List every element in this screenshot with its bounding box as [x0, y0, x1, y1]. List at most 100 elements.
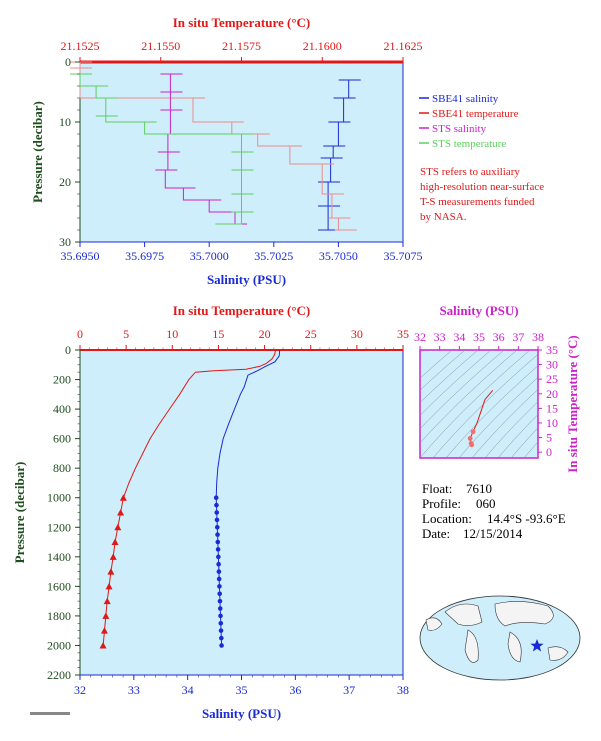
temperature-marker	[99, 641, 107, 649]
salinity-marker	[217, 591, 222, 597]
legend-label: STS temperature	[432, 138, 506, 150]
main-pressure-tick-label: 2200	[47, 668, 71, 682]
main-pressure-tick-label: 800	[53, 461, 71, 475]
ts-density-contour	[420, 350, 492, 416]
main-temp-tick-label: 15	[212, 327, 224, 341]
top-sal-axis-title: Salinity (PSU)	[207, 272, 286, 287]
sts-note-line: by NASA.	[420, 211, 467, 223]
ts-panel: 32 33 34 35 36 37 38 Salinity (PSU) 051015202530…	[414, 303, 580, 473]
top-sal-tick-label: 35.7000	[190, 249, 229, 263]
info-value: 7610	[466, 481, 492, 496]
world-map	[419, 595, 581, 681]
top-pressure-tick-label: 20	[59, 175, 71, 189]
main-temp-tick-label: 0	[77, 327, 83, 341]
main-temp-tick-label: 20	[259, 327, 271, 341]
main-temp-tick-label: 10	[166, 327, 178, 341]
salinity-marker	[216, 569, 222, 574]
temperature-marker	[107, 568, 115, 575]
salinity-marker	[219, 635, 224, 641]
top-sal-tick-label: 35.7025	[254, 249, 293, 263]
ts-density-contour	[445, 365, 538, 458]
ts-plot-area	[419, 349, 539, 459]
temperature-marker	[103, 597, 111, 605]
footer-mark	[30, 712, 70, 715]
salinity-marker	[217, 606, 223, 611]
top-temp-axis-title: In situ Temperature (°C)	[173, 15, 311, 30]
ts-density-contour	[432, 353, 538, 458]
salinity-marker	[214, 517, 220, 523]
top-panel: 21.1525 21.1550 21.1575 21.1600 21.1625 In si…	[30, 15, 544, 287]
main-sal-tick-label: 38	[397, 683, 409, 697]
main-pressure-axis-title: Pressure (decibar)	[12, 462, 27, 564]
sts-note-line: STS refers to auxiliary	[420, 166, 520, 178]
main-pressure-tick-label: 1000	[47, 491, 71, 505]
temperature-marker	[102, 612, 110, 619]
info-label: Location:	[422, 511, 472, 526]
ts-density-contour	[420, 350, 466, 391]
ts-sal-tick-label: 33	[434, 330, 446, 344]
main-temp-tick-label: 5	[123, 327, 129, 341]
main-sal-tick-label: 32	[74, 683, 86, 697]
ts-sal-tick-label: 34	[453, 330, 465, 344]
float-location-star-icon	[530, 639, 544, 652]
salinity-marker	[214, 510, 220, 515]
salinity-marker	[216, 561, 221, 567]
legend-label: SBE41 temperature	[432, 108, 519, 120]
main-sal-tick-label: 37	[343, 683, 355, 697]
map-landmass	[507, 631, 522, 663]
main-sal-axis-title: Salinity (PSU)	[202, 706, 281, 721]
temperature-marker	[117, 509, 125, 516]
info-label: Float:	[422, 481, 452, 496]
salinity-marker	[215, 532, 220, 537]
main-temp-tick-label: 25	[305, 327, 317, 341]
map-landmass	[494, 601, 554, 627]
ts-sal-tick-label: 35	[473, 330, 485, 344]
ts-sal-tick-label: 32	[414, 330, 426, 344]
temperature-marker	[114, 523, 122, 531]
top-temp-tick-label: 21.1600	[303, 39, 342, 53]
main-temp-tick-label: 30	[351, 327, 363, 341]
top-pressure-tick-label: 30	[59, 235, 71, 249]
ts-temp-axis-title: In situ Temperature (°C)	[565, 335, 580, 473]
salinity-marker	[216, 554, 221, 560]
ts-temp-tick-label: 20	[546, 387, 558, 401]
ts-temp-tick-label: 15	[546, 401, 558, 415]
main-pressure-tick-label: 1400	[47, 550, 71, 564]
ts-density-contour	[523, 441, 538, 458]
main-pressure-tick-label: 400	[53, 402, 71, 416]
ts-density-contour	[458, 376, 538, 458]
ts-temp-tick-label: 35	[546, 343, 558, 357]
info-value: 060	[476, 496, 496, 511]
temperature-marker	[111, 538, 119, 546]
info-label: Date:	[422, 526, 450, 541]
top-pressure-axis-title: Pressure (decibar)	[30, 101, 45, 203]
temperature-marker	[109, 553, 117, 560]
main-sal-tick-label: 36	[289, 683, 301, 697]
main-plot-area	[79, 349, 404, 676]
main-pressure-tick-label: 600	[53, 432, 71, 446]
salinity-marker	[217, 598, 223, 604]
main-pressure-tick-label: 1200	[47, 520, 71, 534]
top-sal-tick-label: 35.6975	[125, 249, 164, 263]
top-sal-tick-label: 35.7050	[319, 249, 358, 263]
info-label: Profile:	[422, 496, 461, 511]
salinity-marker	[215, 547, 221, 552]
main-temp-tick-label: 35	[397, 327, 409, 341]
top-pressure-tick-label: 10	[59, 115, 71, 129]
ts-density-contour	[471, 388, 538, 458]
ts-density-contour	[420, 350, 453, 379]
legend-label: STS salinity	[432, 123, 487, 135]
ts-density-contour	[497, 414, 538, 458]
salinity-marker	[219, 643, 224, 648]
ts-density-contour	[484, 401, 538, 458]
top-temp-tick-label: 21.1550	[141, 39, 180, 53]
salinity-marker	[218, 613, 223, 619]
map-landmass	[547, 646, 569, 661]
ts-sal-tick-label: 36	[493, 330, 505, 344]
ts-sal-tick-label: 38	[532, 330, 544, 344]
ts-sal-axis-title: Salinity (PSU)	[439, 303, 518, 318]
legend-label: SBE41 salinity	[432, 93, 499, 105]
salinity-marker	[216, 576, 222, 582]
main-pressure-tick-label: 2000	[47, 638, 71, 652]
